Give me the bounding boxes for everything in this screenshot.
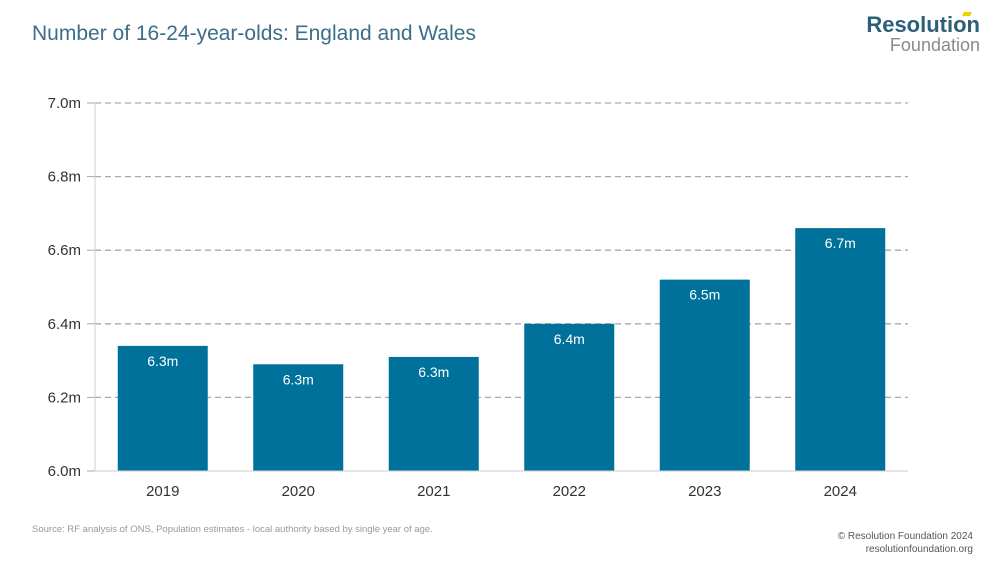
- bar-2019: [117, 345, 208, 471]
- y-tick-label: 6.4m: [48, 316, 81, 333]
- bar-2023: [659, 279, 750, 471]
- y-tick-label: 6.8m: [48, 169, 81, 186]
- x-tick-label: 2021: [417, 483, 450, 500]
- y-tick-label: 6.2m: [48, 389, 81, 406]
- x-tick-label: 2024: [824, 483, 857, 500]
- y-tick-label: 7.0m: [48, 95, 81, 112]
- logo-line1: Resolution: [866, 12, 980, 37]
- x-tick-label: 2019: [146, 483, 179, 500]
- data-label: 6.7m: [825, 235, 856, 251]
- bar-2021: [388, 356, 479, 471]
- copyright: © Resolution Foundation 2024: [837, 531, 973, 542]
- bar-2024: [795, 228, 886, 471]
- x-tick-label: 2020: [282, 483, 315, 500]
- x-tick-label: 2022: [553, 483, 586, 500]
- logo-line2: Foundation: [889, 35, 980, 55]
- data-label: 6.3m: [147, 353, 178, 369]
- bar-2022: [524, 323, 615, 471]
- y-tick-label: 6.6m: [48, 242, 81, 259]
- data-label: 6.3m: [418, 364, 449, 380]
- copyright-block: © Resolution Foundation 2024 resolutionf…: [838, 530, 973, 556]
- data-label: 6.3m: [283, 371, 314, 387]
- source-note: Source: RF analysis of ONS, Population e…: [32, 524, 433, 535]
- chart-title: Number of 16-24-year-olds: England and W…: [32, 22, 476, 45]
- data-label: 6.5m: [689, 287, 720, 303]
- y-tick-label: 6.0m: [48, 463, 81, 480]
- website-url: resolutionfoundation.org: [865, 544, 973, 555]
- bar-2020: [253, 364, 344, 471]
- resolution-foundation-logo: Resolution Foundation: [866, 12, 980, 55]
- x-tick-label: 2023: [688, 483, 721, 500]
- data-label: 6.4m: [554, 331, 585, 347]
